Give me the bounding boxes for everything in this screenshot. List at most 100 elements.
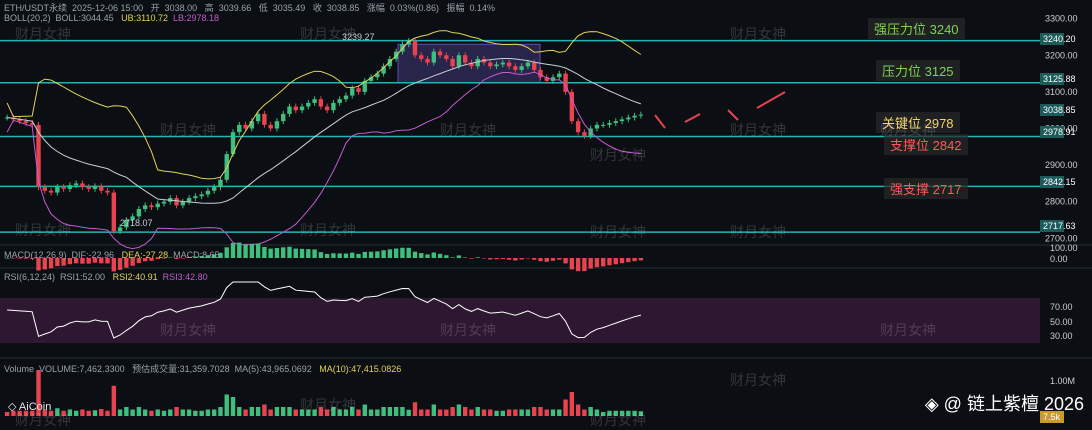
price-tag: 2978.91 [1040,126,1076,138]
candle-body [17,119,22,122]
volume-bar [513,409,518,416]
candle-body [42,187,47,191]
watermark: 财月女神 [590,147,646,163]
candle-body [462,55,468,63]
macd-histogram-bar [230,243,236,258]
volume-bar [619,410,625,416]
macd-histogram-bar [312,249,317,258]
candle-body [362,80,367,92]
macd-histogram-bar [375,251,380,258]
macd-histogram-bar [224,247,229,258]
macd-histogram-bar [130,258,135,266]
volume-bar [381,407,386,416]
volume-bar [544,409,549,416]
candle-body [368,77,374,81]
candle-body [180,201,186,206]
macd-histogram-bar [513,258,518,261]
candle-body [55,187,60,193]
price-tag: 3125.88 [1040,73,1076,85]
volume-tick-label: 1.00M [1050,376,1075,386]
watermark: 财月女神 [160,322,216,338]
candle-body [111,192,116,232]
watermark: 财月女神 [160,122,216,138]
macd-histogram-bar [4,258,10,259]
candle-body [174,198,179,206]
volume-bar [462,407,468,416]
macd-histogram-bar [149,258,154,261]
macd-histogram-bar [324,253,330,258]
candle-body [525,62,531,67]
candle-body [387,58,393,67]
volume-bar [293,409,298,416]
candle-body [30,123,35,125]
candle-body [312,99,317,103]
volume-bar [218,407,223,416]
macd-histogram-bar [532,258,537,260]
volume-bar [475,407,480,416]
macd-histogram-bar [400,247,405,258]
macd-histogram-bar [406,247,411,258]
rsi-tick-label: 50.00 [1050,317,1073,327]
candle-body [506,62,512,67]
candle-body [237,124,242,133]
macd-histogram-bar [274,247,280,258]
macd-histogram-bar [99,258,104,264]
volume-bar [588,407,593,416]
candle-body [331,102,336,111]
candle-body [306,102,311,107]
candle-body [186,198,192,202]
watermark: 财月女神 [880,122,936,138]
macd-histogram-bar [155,258,160,260]
macd-histogram-bar [255,243,261,258]
candle-body [412,40,418,56]
volume-bar [161,410,167,416]
macd-histogram-bar [601,258,606,267]
level-label: 支撑位 2842 [884,134,968,155]
volume-bar [306,409,311,416]
volume-bar [356,409,361,416]
volume-bar [281,407,286,416]
macd-histogram-bar [80,258,85,264]
candle-body [557,73,562,78]
price-tag: 3240.20 [1040,33,1076,45]
macd-histogram-bar [174,258,179,260]
volume-bar [613,410,618,416]
macd-histogram-bar [86,258,91,264]
macd-histogram-bar [17,258,22,259]
volume-bar [111,385,116,416]
level-label: 关键位 2978 [876,112,960,133]
volume-bar [569,392,575,416]
candle-body [243,124,248,129]
macd-histogram-bar [494,258,499,260]
macd-histogram-bar [356,253,361,258]
candle-body [99,186,104,191]
volume-bar [287,407,292,416]
macd-histogram-bar [142,258,148,262]
volume-bar [186,409,192,416]
macd-histogram-bar [425,254,430,258]
candle-body [130,216,135,221]
volume-bar [375,409,380,416]
macd-histogram-bar [481,258,487,259]
macd-histogram-bar [30,258,35,259]
macd-histogram-bar [569,258,575,270]
macd-histogram-bar [500,258,506,259]
macd-histogram-bar [456,255,462,258]
candle-body [532,62,537,70]
macd-histogram-bar [281,247,286,258]
macd-histogram-bar [381,250,386,258]
macd-histogram-bar [387,249,393,258]
boll-lower-band [6,71,641,250]
candle-body [274,121,280,129]
rsi-tick-label: 30.00 [1050,331,1073,341]
volume-bar [601,412,606,416]
candle-body [61,187,66,189]
volume-bar [92,410,98,416]
macd-histogram-bar [293,248,298,258]
volume-bar [224,394,229,416]
macd-histogram-bar [638,258,644,261]
candle-body [563,73,568,92]
low-annotation: 2718.07 [120,218,153,228]
volume-bar [36,370,41,416]
watermark: 财月女神 [15,222,71,238]
